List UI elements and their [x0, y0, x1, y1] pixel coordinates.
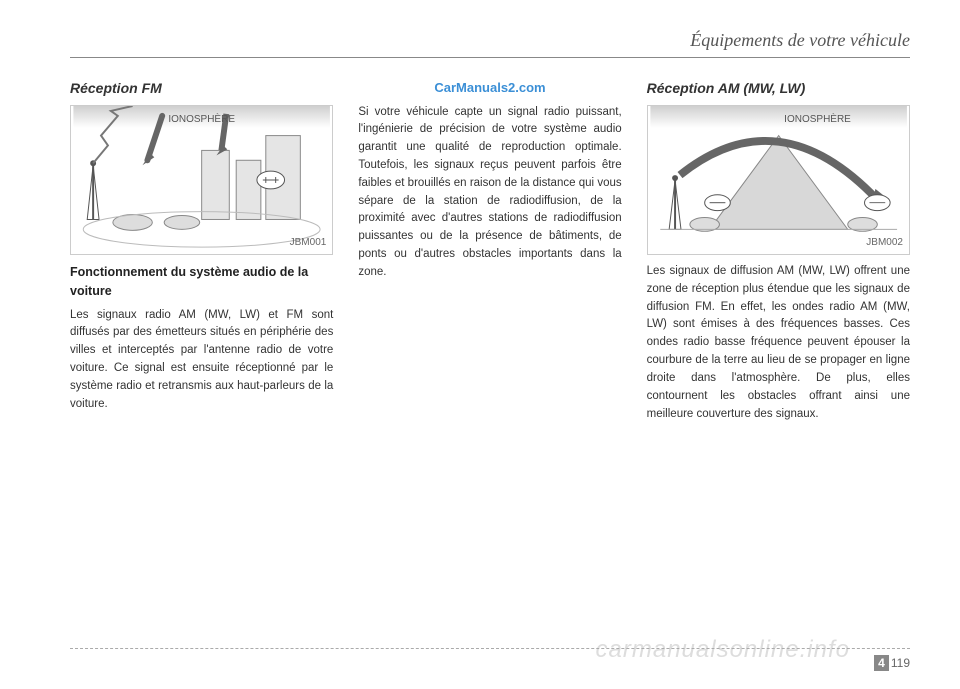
- page-footer: 4119: [70, 648, 910, 671]
- column-3: Réception AM (MW, LW): [647, 78, 910, 423]
- section-header: Équipements de votre véhicule: [70, 30, 910, 58]
- column-2: CarManuals2.com Si votre véhicule capte …: [358, 78, 621, 423]
- col1-body: Les signaux radio AM (MW, LW) et FM sont…: [70, 307, 333, 414]
- am-ionosphere-label: IONOSPHÈRE: [784, 112, 851, 127]
- fm-ionosphere-label: IONOSPHÈRE: [168, 112, 235, 127]
- fm-figure-code: JBM001: [290, 235, 327, 250]
- chapter-number: 4: [874, 655, 889, 671]
- am-diagram-svg: [648, 106, 909, 254]
- col3-body: Les signaux de diffusion AM (MW, LW) off…: [647, 263, 910, 423]
- am-figure: IONOSPHÈRE JBM002: [647, 105, 910, 255]
- page-container: Équipements de votre véhicule Réception …: [0, 0, 960, 689]
- col2-body: Si votre véhicule capte un signal radio …: [358, 104, 621, 282]
- col1-subhead: Fonctionnement du système audio de la vo…: [70, 263, 333, 301]
- page-number-value: 119: [891, 656, 910, 670]
- am-figure-title: Réception AM (MW, LW): [647, 78, 910, 99]
- column-1: Réception FM: [70, 78, 333, 423]
- fm-diagram-svg: [71, 106, 332, 254]
- fm-figure: IONOSPHÈRE JBM001: [70, 105, 333, 255]
- watermark-top: CarManuals2.com: [358, 78, 621, 98]
- footer-divider: [70, 648, 910, 649]
- am-figure-code: JBM002: [866, 235, 903, 250]
- fm-figure-title: Réception FM: [70, 78, 333, 99]
- page-number: 4119: [70, 655, 910, 671]
- content-columns: Réception FM: [70, 78, 910, 423]
